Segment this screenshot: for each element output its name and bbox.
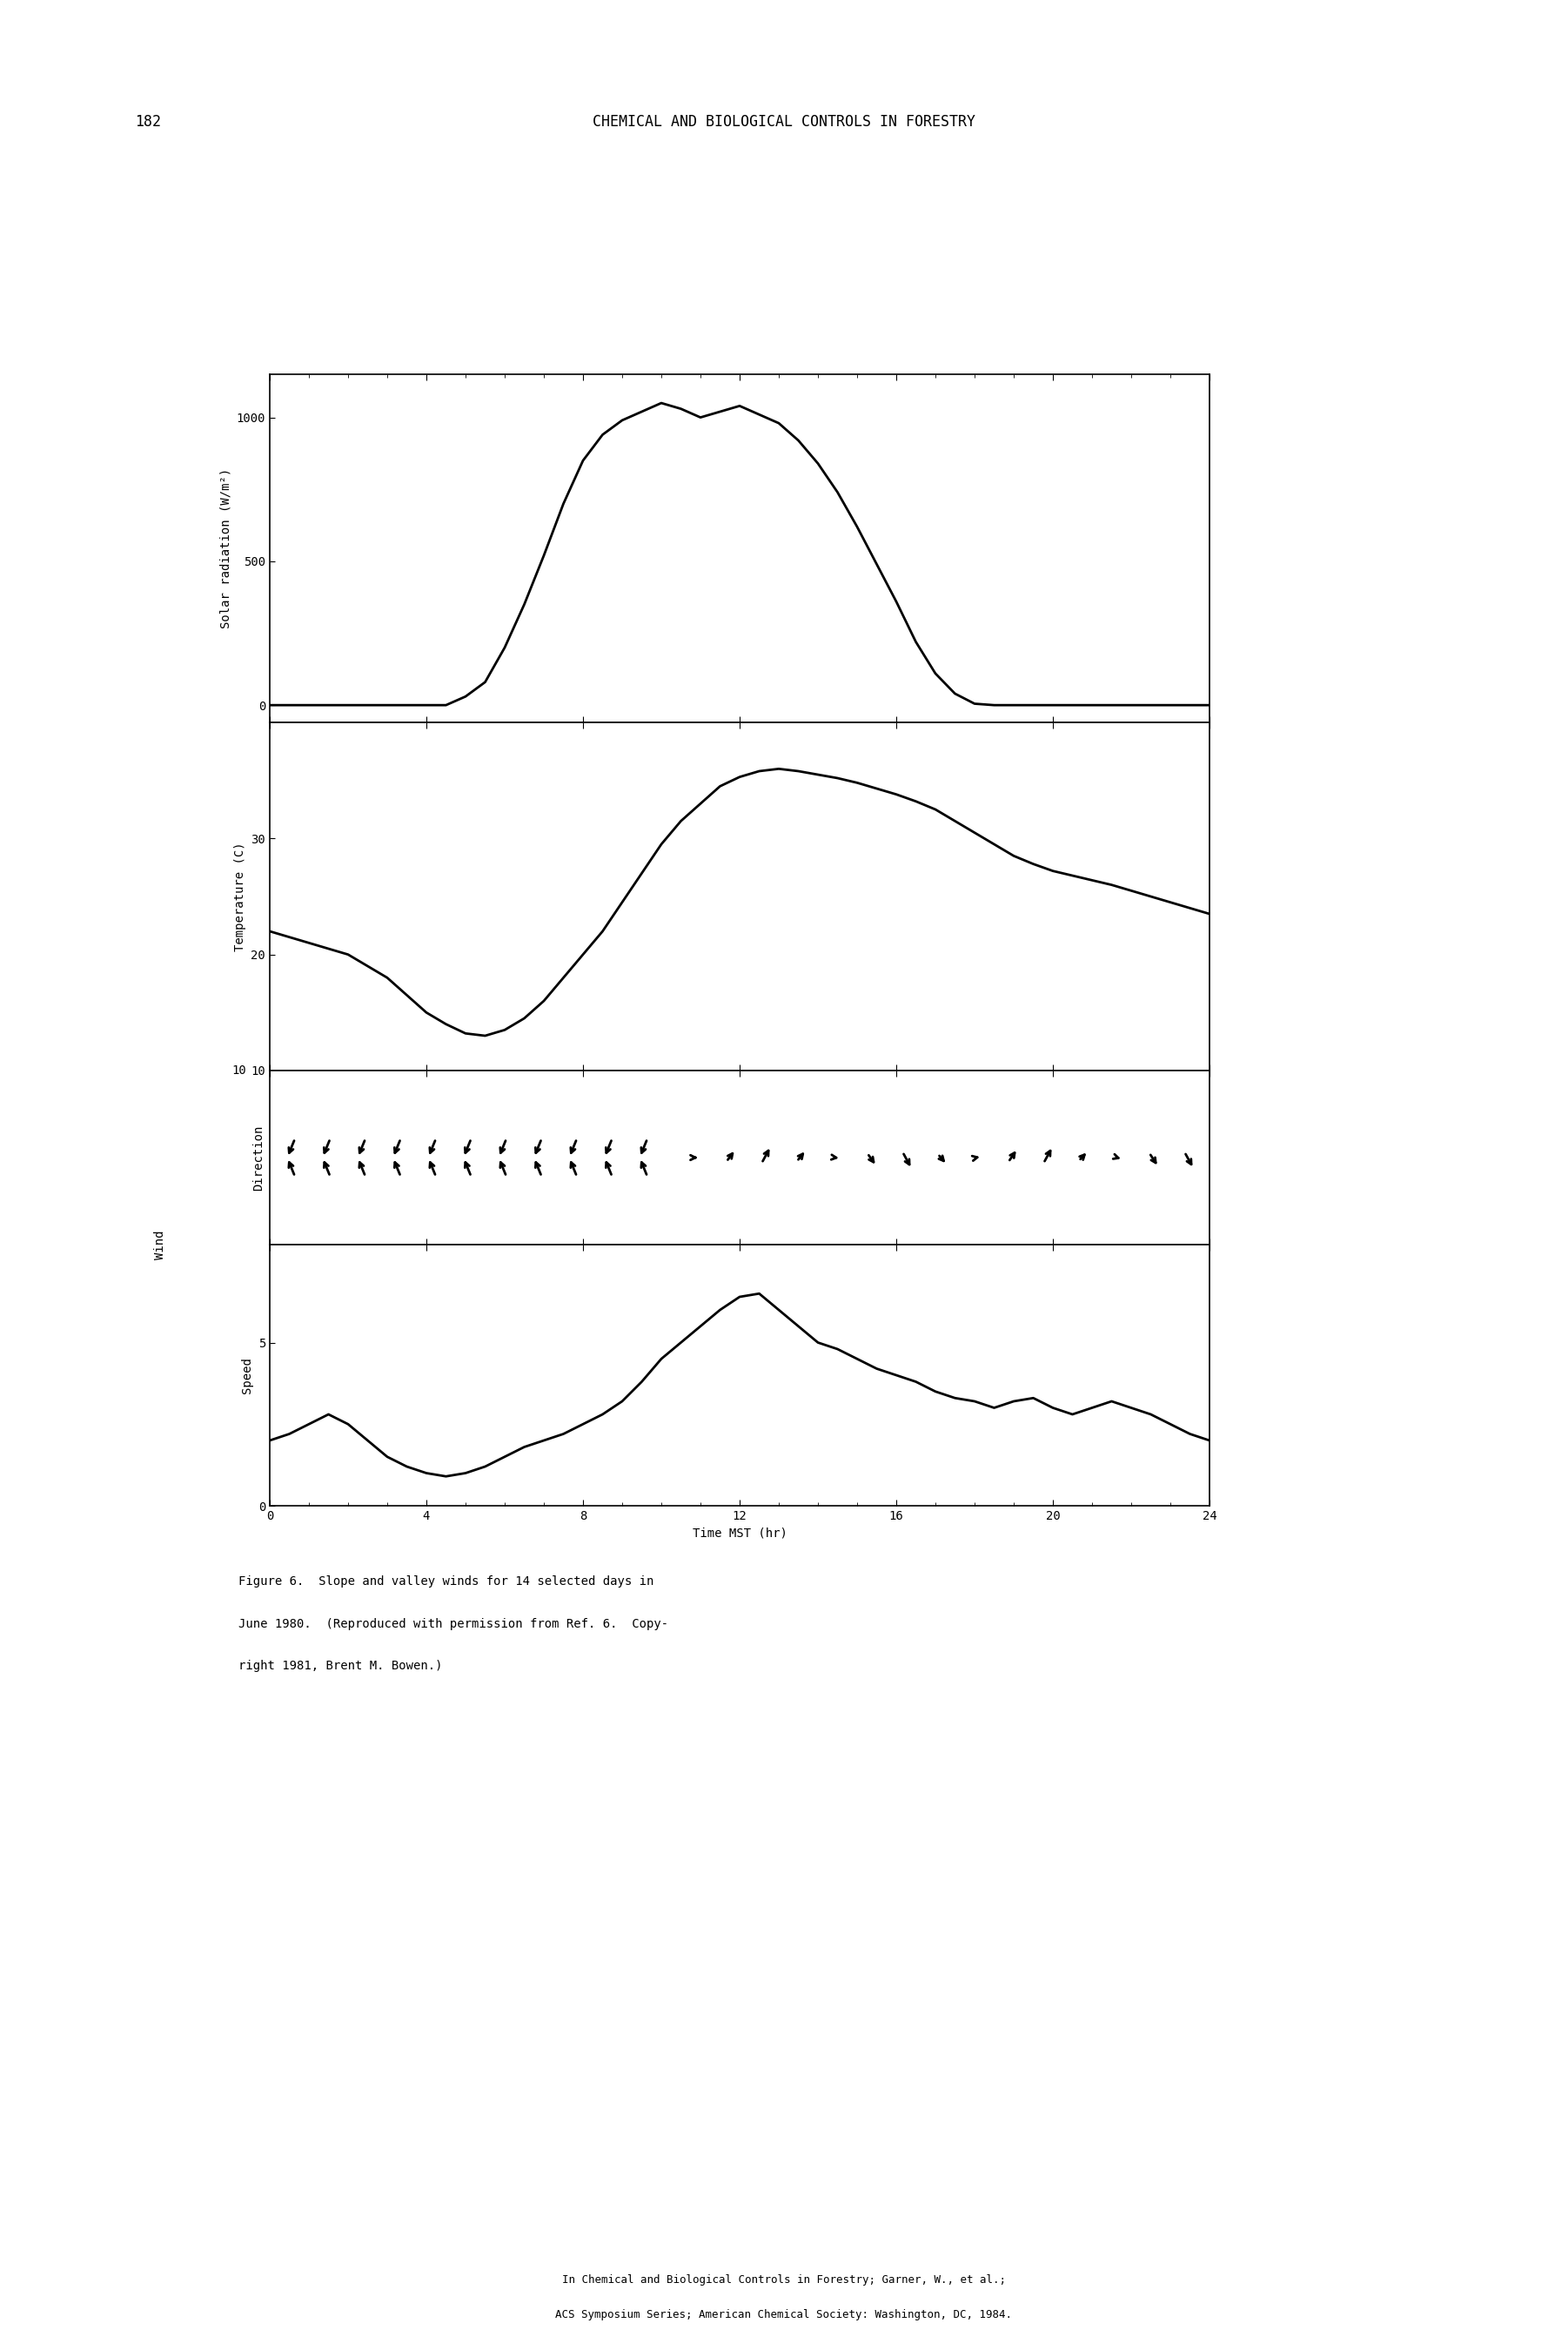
Text: Figure 6.  Slope and valley winds for 14 selected days in: Figure 6. Slope and valley winds for 14 …	[238, 1574, 654, 1589]
Text: June 1980.  (Reproduced with permission from Ref. 6.  Copy-: June 1980. (Reproduced with permission f…	[238, 1617, 668, 1631]
Text: Wind: Wind	[154, 1229, 166, 1260]
Text: In Chemical and Biological Controls in Forestry; Garner, W., et al.;: In Chemical and Biological Controls in F…	[561, 2275, 1007, 2287]
Text: 10: 10	[232, 1065, 246, 1076]
Y-axis label: Solar radiation (W/m²): Solar radiation (W/m²)	[220, 468, 232, 627]
Text: 182: 182	[135, 115, 162, 129]
Y-axis label: Temperature (C): Temperature (C)	[234, 841, 246, 952]
X-axis label: Time MST (hr): Time MST (hr)	[691, 1528, 787, 1539]
Y-axis label: Speed: Speed	[241, 1356, 254, 1394]
Y-axis label: Direction: Direction	[252, 1126, 265, 1191]
Text: CHEMICAL AND BIOLOGICAL CONTROLS IN FORESTRY: CHEMICAL AND BIOLOGICAL CONTROLS IN FORE…	[593, 115, 975, 129]
Text: ACS Symposium Series; American Chemical Society: Washington, DC, 1984.: ACS Symposium Series; American Chemical …	[555, 2310, 1013, 2322]
Text: right 1981, Brent M. Bowen.): right 1981, Brent M. Bowen.)	[238, 1659, 442, 1673]
